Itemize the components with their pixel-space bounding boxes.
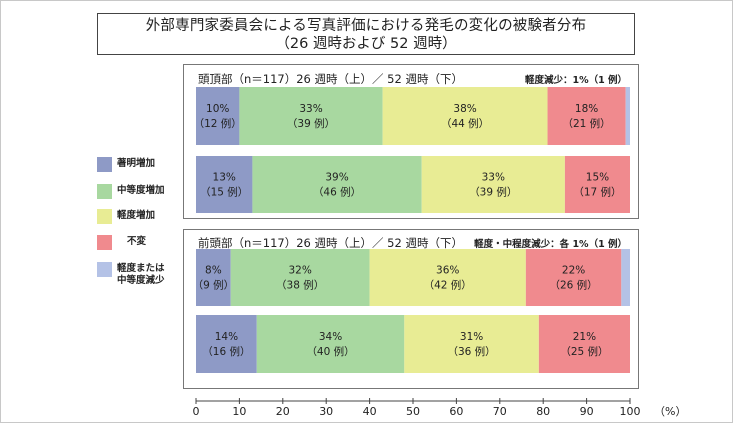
legend-label: 中等度増加 [117,185,165,196]
chart-title-box: 外部専門家委員会による写真評価における発毛の変化の被験者分布 （26 週時および… [97,13,635,55]
panel-label-frontal: 前頭部（n＝117）26 週時（上）／ 52 週時（下） [198,236,463,250]
legend-swatch [97,157,112,172]
panel-label-parietal: 頭頂部（n＝117）26 週時（上）／ 52 週時（下） [198,72,463,86]
legend-label: 軽度または 中等度減少 [117,263,165,286]
panel-frontal [183,229,639,389]
legend-swatch [97,184,112,199]
legend-swatch [97,209,112,224]
chart-title: 外部専門家委員会による写真評価における発毛の変化の被験者分布 [145,18,587,34]
panel-note-parietal: 軽度減少：1%（1 例） [524,75,627,86]
legend-label: 著明増加 [117,158,156,169]
legend-label: 不変 [127,236,147,247]
chart-subtitle: （26 週時および 52 週時） [275,36,457,52]
panel-parietal [183,64,639,219]
legend-label: 軽度増加 [117,210,156,221]
panel-note-frontal: 軽度・中程度減少：各 1%（1 例） [474,239,627,250]
legend-swatch [97,262,112,277]
legend-swatch [97,235,112,250]
